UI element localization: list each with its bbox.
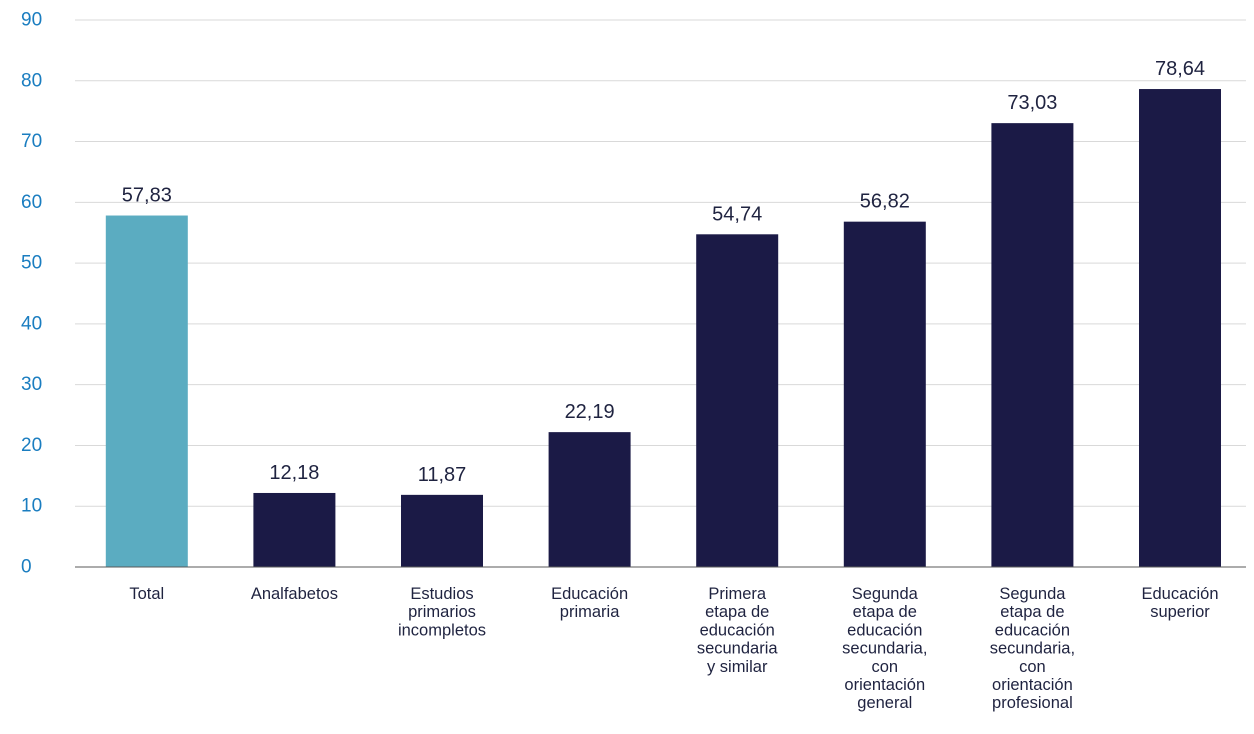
x-tick-label-2-0: Estudios (410, 585, 473, 603)
x-tick-label-5-5: orientación (844, 676, 925, 694)
x-tick-label-5-4: con (871, 658, 898, 676)
bar-6 (991, 123, 1074, 567)
x-tick-label-3-0: Educación (551, 585, 628, 603)
y-tick-label-20: 20 (21, 435, 42, 456)
x-tick-label-5-6: general (857, 694, 912, 712)
x-tick-label-6-3: secundaria, (990, 640, 1075, 658)
x-tick-label-7-1: superior (1150, 603, 1210, 621)
data-label-3: 22,19 (565, 401, 615, 423)
bar-4 (696, 234, 779, 568)
bar-0 (105, 215, 188, 568)
y-tick-label-30: 30 (21, 374, 42, 395)
data-label-4: 54,74 (712, 203, 762, 225)
x-tick-label-1-0: Analfabetos (251, 585, 338, 603)
y-tick-label-50: 50 (21, 253, 42, 274)
x-tick-label-2-2: incompletos (398, 621, 486, 639)
data-label-1: 12,18 (269, 462, 319, 484)
x-tick-label-6-2: educación (995, 621, 1070, 639)
x-tick-label-5-3: secundaria, (842, 640, 927, 658)
x-tick-label-5-2: educación (847, 621, 922, 639)
x-tick-label-6-5: orientación (992, 676, 1073, 694)
data-label-0: 57,83 (122, 185, 172, 207)
x-tick-label-6-1: etapa de (1000, 603, 1064, 621)
y-tick-label-60: 60 (21, 192, 42, 213)
data-label-5: 56,82 (860, 191, 910, 213)
x-tick-label-7-0: Educación (1141, 585, 1218, 603)
x-tick-label-4-1: etapa de (705, 603, 769, 621)
x-tick-label-5-1: etapa de (853, 603, 917, 621)
bar-5 (843, 221, 926, 568)
bar-3 (548, 432, 631, 567)
bar-2 (401, 494, 483, 567)
y-tick-label-0: 0 (21, 557, 32, 578)
x-tick-label-2-1: primarios (408, 603, 476, 621)
data-label-6: 73,03 (1007, 92, 1057, 114)
x-tick-label-6-4: con (1019, 658, 1046, 676)
x-tick-label-3-1: primaria (560, 603, 620, 621)
y-tick-label-70: 70 (21, 131, 42, 152)
x-tick-label-4-4: y similar (707, 658, 768, 676)
x-tick-label-4-0: Primera (708, 585, 767, 603)
y-tick-label-10: 10 (21, 496, 42, 517)
data-label-7: 78,64 (1155, 58, 1205, 80)
bar-1 (253, 492, 336, 567)
x-tick-label-6-0: Segunda (999, 585, 1066, 603)
x-tick-label-4-2: educación (700, 621, 775, 639)
x-tick-label-4-3: secundaria (697, 640, 779, 658)
x-tick-label-6-6: profesional (992, 694, 1073, 712)
x-tick-label-5-0: Segunda (852, 585, 919, 603)
y-tick-label-40: 40 (21, 313, 42, 334)
y-tick-label-90: 90 (21, 10, 42, 31)
data-label-2: 11,87 (418, 464, 467, 486)
bar-7 (1139, 89, 1221, 568)
y-tick-label-80: 80 (21, 70, 42, 91)
x-tick-label-0-0: Total (129, 585, 164, 603)
